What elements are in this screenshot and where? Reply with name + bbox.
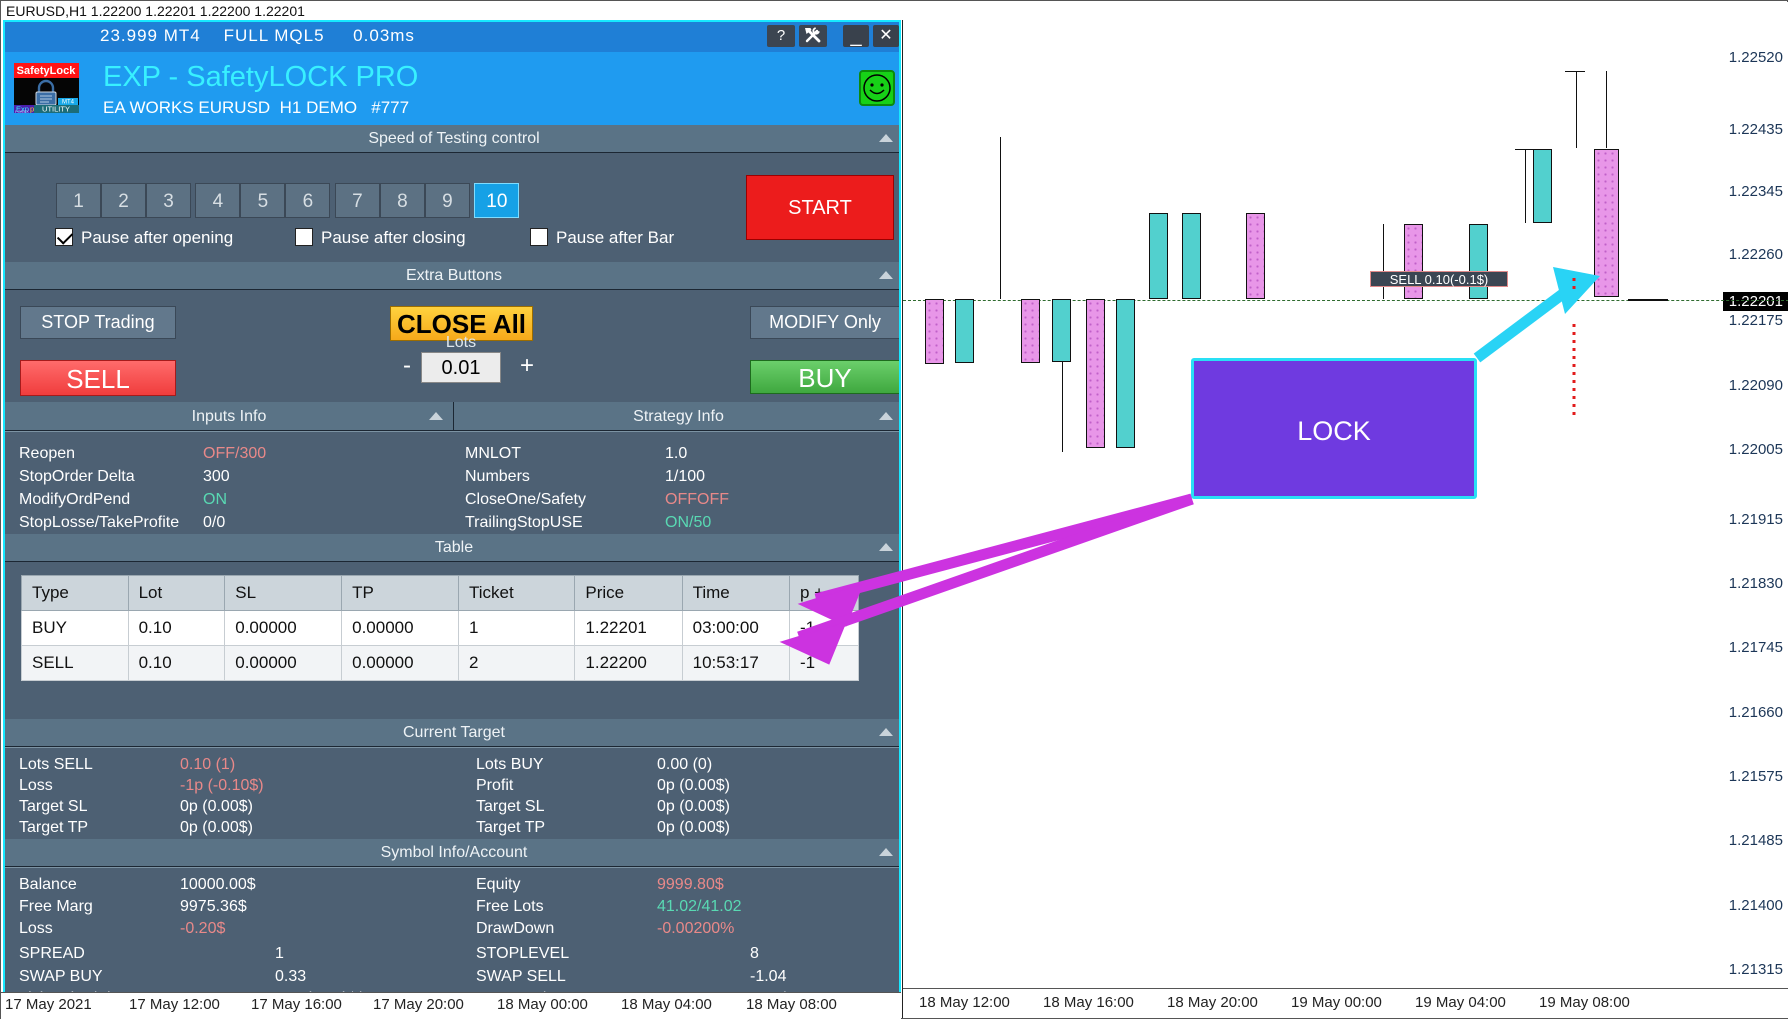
svg-text:p: p bbox=[30, 105, 34, 114]
svg-text:SafetyLock: SafetyLock bbox=[17, 65, 77, 77]
svg-text:UTILITY: UTILITY bbox=[42, 105, 70, 114]
svg-text:FOREX: FOREX bbox=[15, 109, 29, 113]
